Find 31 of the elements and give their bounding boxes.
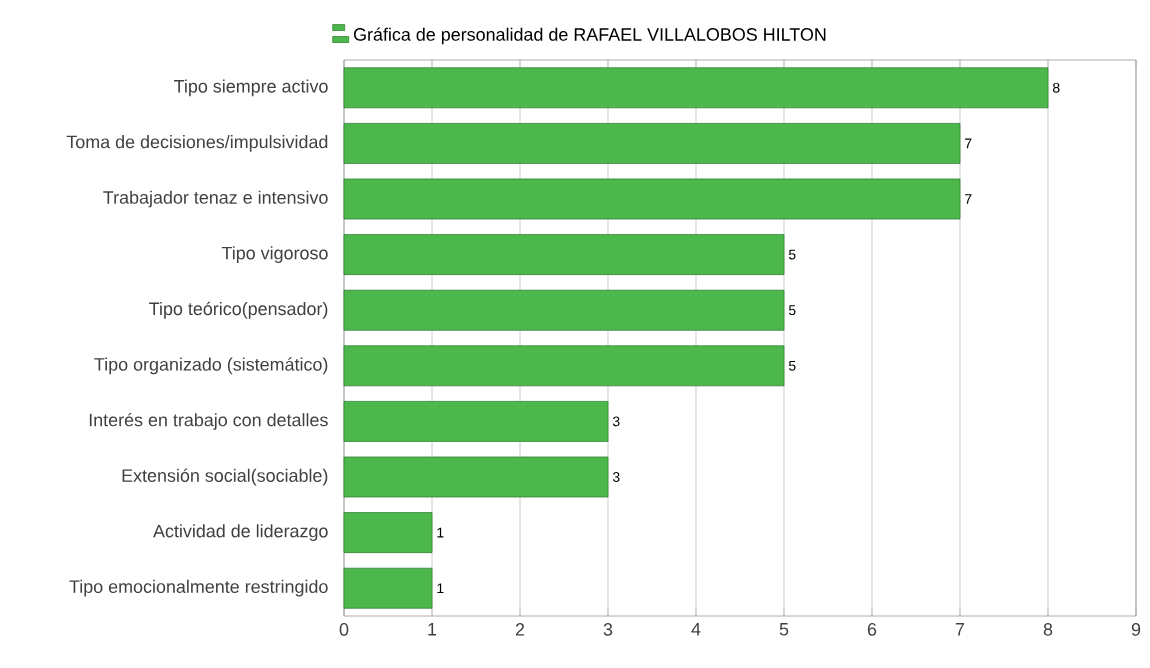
- y-tick-label: Extensión social(sociable): [122, 468, 328, 486]
- x-tick-label: 6: [867, 623, 877, 636]
- y-tick-label: Tipo emocionalmente restringido: [69, 579, 328, 597]
- y-tick-label: Interés en trabajo con detalles: [89, 412, 328, 430]
- x-tick-label: 1: [428, 623, 437, 636]
- bar: [343, 178, 961, 220]
- x-tick-label: 8: [1043, 623, 1053, 636]
- y-tick-label: Tipo vigoroso: [221, 246, 328, 263]
- x-tick-label: 3: [603, 623, 613, 636]
- x-tick-label: 0: [339, 623, 349, 636]
- bar: [343, 234, 785, 276]
- y-tick-label: Tipo siempre activo: [174, 79, 328, 97]
- x-tick-label: 4: [691, 623, 701, 636]
- bar: [343, 345, 785, 387]
- y-tick-label: Toma de decisiones/impulsividad: [66, 135, 328, 152]
- bar: [343, 456, 609, 498]
- y-tick-label: Tipo teórico(pensador): [149, 301, 328, 319]
- y-tick-label: Trabajador tenaz e intensivo: [103, 190, 328, 208]
- x-tick-label: 5: [779, 623, 789, 636]
- x-tick-label: 9: [1131, 623, 1141, 636]
- x-tick-label: 2: [515, 623, 525, 636]
- bar: [343, 512, 433, 554]
- x-tick-label: 7: [955, 623, 965, 636]
- legend-label: Gráfica de personalidad de RAFAEL VILLALOBOS HILTON: [353, 27, 826, 45]
- y-tick-label: Tipo organizado (sistemático): [94, 357, 328, 375]
- bar: [343, 567, 433, 609]
- y-tick-label: Actividad de liderazgo: [153, 524, 328, 541]
- bar: [343, 67, 1049, 109]
- bar: [343, 289, 785, 331]
- bar: [343, 400, 609, 442]
- bar: [343, 122, 961, 164]
